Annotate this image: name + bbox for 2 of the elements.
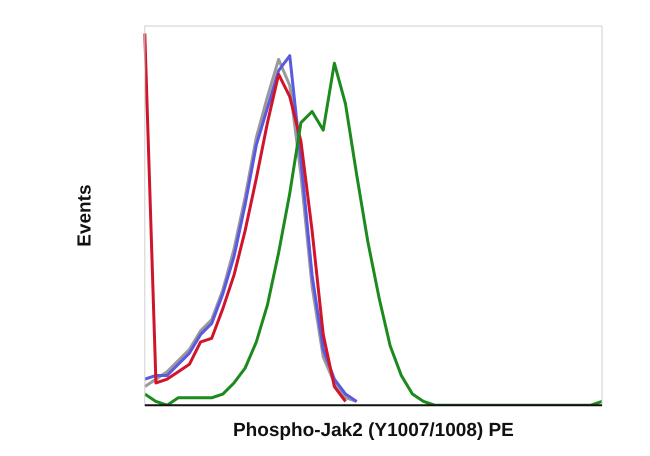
x-axis-title: Phospho-Jak2 (Y1007/1008) PE (232, 420, 514, 441)
y-axis-title: Events (74, 184, 96, 247)
